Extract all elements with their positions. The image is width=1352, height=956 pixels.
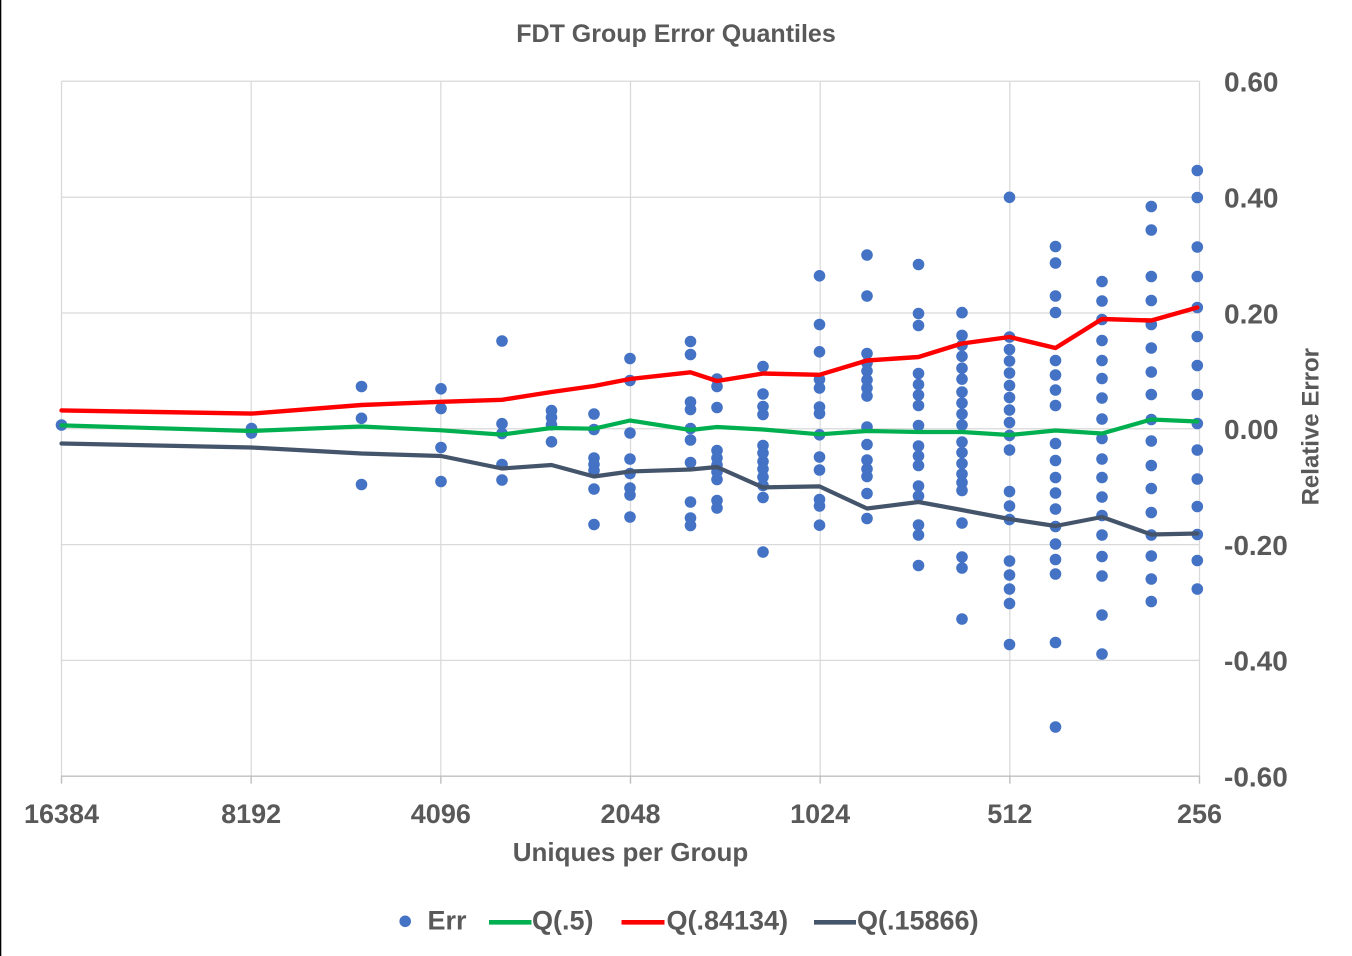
svg-text:0.60: 0.60 (1224, 67, 1279, 98)
svg-text:8192: 8192 (221, 799, 281, 829)
svg-text:Uniques per Group: Uniques per Group (513, 837, 748, 867)
svg-text:-0.20: -0.20 (1224, 530, 1288, 561)
svg-text:256: 256 (1177, 799, 1222, 829)
svg-text:FDT Group Error Quantiles: FDT Group Error Quantiles (516, 20, 835, 48)
svg-text:512: 512 (987, 799, 1032, 829)
svg-text:Relative Error: Relative Error (1298, 348, 1325, 505)
svg-text:Err: Err (428, 906, 468, 936)
svg-text:-0.60: -0.60 (1224, 762, 1288, 793)
svg-text:0.20: 0.20 (1224, 298, 1279, 329)
svg-text:Q(.84134): Q(.84134) (667, 906, 789, 936)
svg-text:0.00: 0.00 (1224, 414, 1279, 445)
svg-text:4096: 4096 (411, 799, 471, 829)
svg-text:Q(.15866): Q(.15866) (857, 906, 979, 936)
svg-text:0.40: 0.40 (1224, 183, 1279, 214)
svg-text:16384: 16384 (24, 799, 99, 829)
svg-text:-0.40: -0.40 (1224, 646, 1288, 677)
svg-text:Q(.5): Q(.5) (532, 906, 594, 936)
svg-text:1024: 1024 (790, 799, 850, 829)
svg-text:2048: 2048 (600, 799, 660, 829)
